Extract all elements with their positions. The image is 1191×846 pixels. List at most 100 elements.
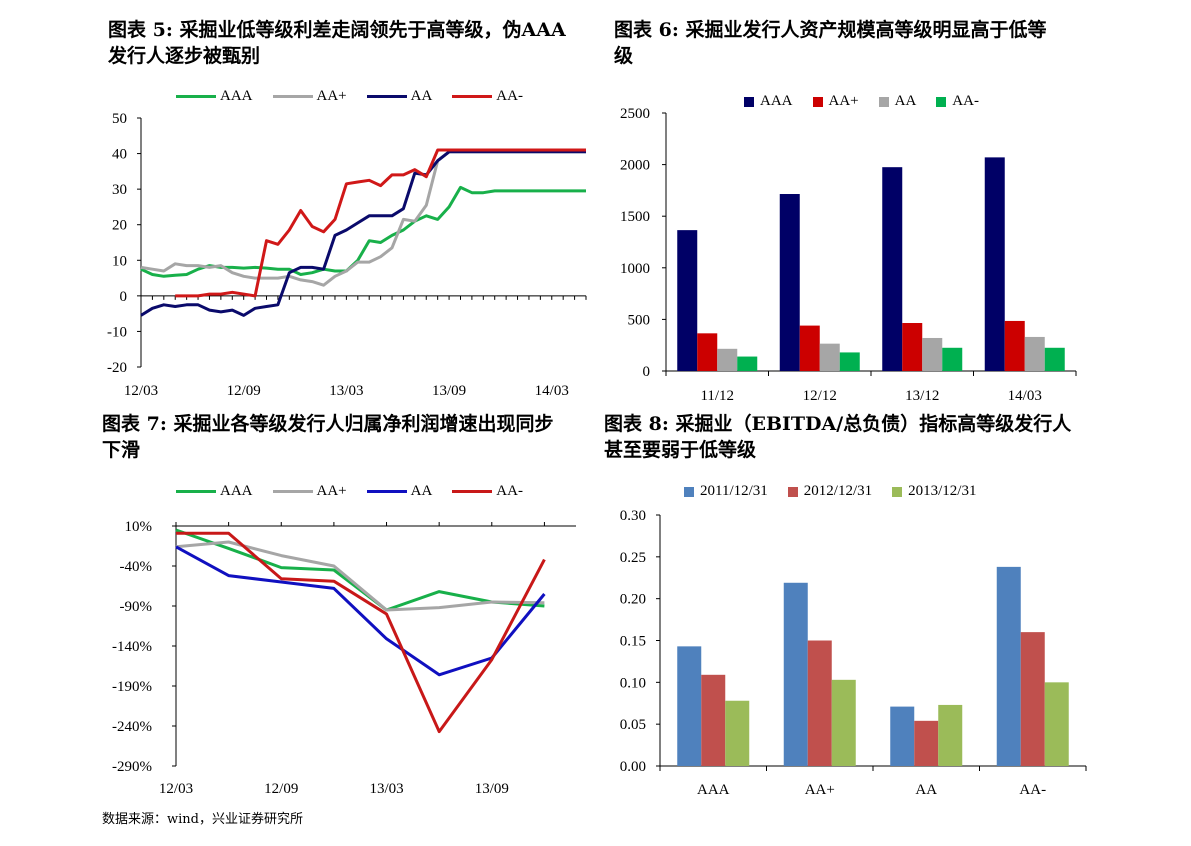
chart6-legend-label: AAA: [760, 93, 793, 109]
chart6-legend-item: AA+: [812, 93, 859, 110]
chart5-legend-label: AAA: [220, 88, 253, 104]
chart8-y-tick-label: 0.30: [620, 508, 646, 524]
chart7-legend-item: AA-: [452, 483, 523, 500]
chart6-title-line1: 图表 6: 采掘业发行人资产规模高等级明显高于低等: [614, 19, 1047, 41]
chart7-series-line: [175, 528, 545, 612]
chart8-bar: [996, 566, 1021, 766]
chart5-legend-label: AA: [410, 88, 433, 104]
chart6-bar: [799, 325, 820, 371]
chart6-legend: AAA AA+ AA AA-: [744, 93, 999, 110]
chart6-x-tick-label: 13/12: [905, 388, 939, 404]
chart8-bar: [890, 706, 915, 766]
chart6-y-tick-label: 1000: [620, 261, 650, 277]
chart8-bar: [783, 582, 808, 766]
chart8-y-tick-label: 0.00: [620, 759, 646, 775]
chart5-title-line2: 发行人逐步被甄别: [108, 45, 261, 67]
chart8-bar: [701, 674, 726, 766]
chart5-y-tick-label: 0: [120, 289, 128, 305]
chart7-series-line: [175, 540, 545, 612]
source-note: 数据来源：wind，兴业证券研究所: [102, 812, 303, 827]
chart6-title-line2: 级: [614, 45, 634, 67]
chart5-legend-swatch: [176, 95, 216, 98]
chart5-y-tick-label: -10: [107, 324, 127, 340]
chart6-bar: [677, 230, 698, 371]
chart6-title: 图表 6: 采掘业发行人资产规模高等级明显高于低等 级: [614, 17, 1046, 69]
chart8-legend-item: 2013/12/31: [892, 483, 976, 500]
chart7-y-tick-label: -90%: [120, 599, 153, 615]
chart5-legend-item: AA: [366, 88, 433, 105]
chart7-x-tick-label: 13/03: [369, 781, 403, 797]
chart5-line-chart: -20 -10 0 10 20 30 40 50 12/03 12/09 13/03 13/09 14/…: [107, 111, 587, 399]
chart7-series-line: [176, 531, 546, 734]
chart6-legend-swatch: [878, 96, 889, 107]
chart7-y-tick-label: -40%: [120, 559, 153, 575]
chart6-bar: [902, 323, 923, 371]
chart6-y-tick-label: 2000: [620, 158, 650, 174]
chart7-legend-label: AA: [410, 483, 433, 499]
chart8-x-tick-label: AA-: [1019, 782, 1046, 798]
chart6-bar: [1044, 347, 1065, 371]
chart5-legend: AAA AA+ AA AA-: [176, 88, 543, 105]
chart5-title-line1: 图表 5: 采掘业低等级利差走阔领先于高等级，伪AAA: [108, 19, 566, 41]
chart8-bar: [1044, 682, 1069, 766]
chart6-x-tick-label: 14/03: [1008, 388, 1042, 404]
chart8-legend: 2011/12/31 2012/12/31 2013/12/31: [684, 483, 996, 500]
chart6-legend-label: AA+: [828, 93, 859, 109]
chart6-legend-item: AAA: [744, 93, 793, 110]
chart7-y-tick-label: -240%: [112, 719, 152, 735]
chart6-legend-swatch: [936, 96, 947, 107]
chart6-bar-chart: 0 500 1000 1500 2000 2500 11/12 12/12 13/12 14/03: [620, 106, 1077, 404]
chart8-bar: [914, 720, 939, 766]
chart5-x-tick-label: 13/09: [432, 383, 466, 399]
chart7-legend-item: AA: [366, 483, 433, 500]
chart7-legend-swatch: [366, 490, 407, 493]
chart6-y-tick-label: 500: [628, 312, 651, 328]
chart6-bar: [697, 333, 718, 371]
chart8-y-tick-label: 0.15: [620, 634, 646, 650]
chart7-x-tick-label: 13/09: [475, 781, 509, 797]
chart6-legend-label: AA: [894, 93, 917, 109]
chart5-title: 图表 5: 采掘业低等级利差走阔领先于高等级，伪AAA 发行人逐步被甄别: [108, 17, 566, 69]
chart7-legend-label: AA-: [496, 483, 523, 499]
chart5-legend-item: AA-: [452, 88, 523, 105]
chart8-y-tick-label: 0.05: [620, 717, 646, 733]
chart6-bar: [839, 352, 860, 371]
chart6-bar: [819, 343, 840, 371]
chart6-legend-label: AA-: [952, 93, 979, 109]
chart5-y-tick-label: 20: [112, 218, 127, 234]
chart7-legend-swatch: [272, 490, 313, 493]
chart5-legend-label: AA-: [496, 88, 523, 104]
chart6-x-tick-label: 12/12: [803, 388, 837, 404]
chart6-y-tick-label: 2500: [620, 106, 650, 122]
chart5-x-tick-label: 12/09: [227, 383, 261, 399]
chart7-title: 图表 7: 采掘业各等级发行人归属净利润增速出现同步 下滑: [102, 411, 553, 463]
chart8-x-tick-label: AA+: [805, 782, 835, 798]
chart8-legend-item: 2011/12/31: [684, 483, 768, 500]
chart6-y-tick-label: 0: [643, 364, 651, 380]
chart8-legend-label: 2011/12/31: [700, 483, 768, 499]
chart5-x-tick-label: 14/03: [535, 383, 569, 399]
chart5-y-tick-label: -20: [107, 360, 127, 376]
chart6-bar: [737, 356, 758, 371]
chart8-title: 图表 8: 采掘业（EBITDA/总负债）指标高等级发行人 甚至要弱于低等级: [604, 411, 1071, 463]
chart6-y-tick-label: 1500: [620, 209, 650, 225]
chart5-x-tick-label: 12/03: [124, 383, 158, 399]
chart8-legend-swatch: [892, 486, 903, 497]
chart8-bar: [725, 700, 750, 766]
chart6-bar: [779, 194, 800, 371]
chart6-bar: [1024, 336, 1045, 371]
chart7-title-line2: 下滑: [102, 439, 141, 461]
chart7-y-tick-label: -190%: [112, 679, 152, 695]
chart8-bar: [938, 704, 963, 766]
chart8-bar: [831, 679, 856, 766]
chart6-x-tick-label: 11/12: [700, 388, 734, 404]
chart5-y-tick-label: 40: [112, 147, 127, 163]
chart8-legend-label: 2013/12/31: [908, 483, 977, 499]
chart6-bar: [984, 157, 1005, 371]
chart5-legend-item: AA+: [272, 88, 347, 105]
chart8-legend-label: 2012/12/31: [803, 483, 873, 499]
chart5-y-tick-label: 50: [112, 111, 127, 127]
chart5-legend-swatch: [452, 95, 493, 98]
chart8-bar: [677, 646, 702, 766]
chart7-legend-item: AAA: [176, 483, 253, 500]
